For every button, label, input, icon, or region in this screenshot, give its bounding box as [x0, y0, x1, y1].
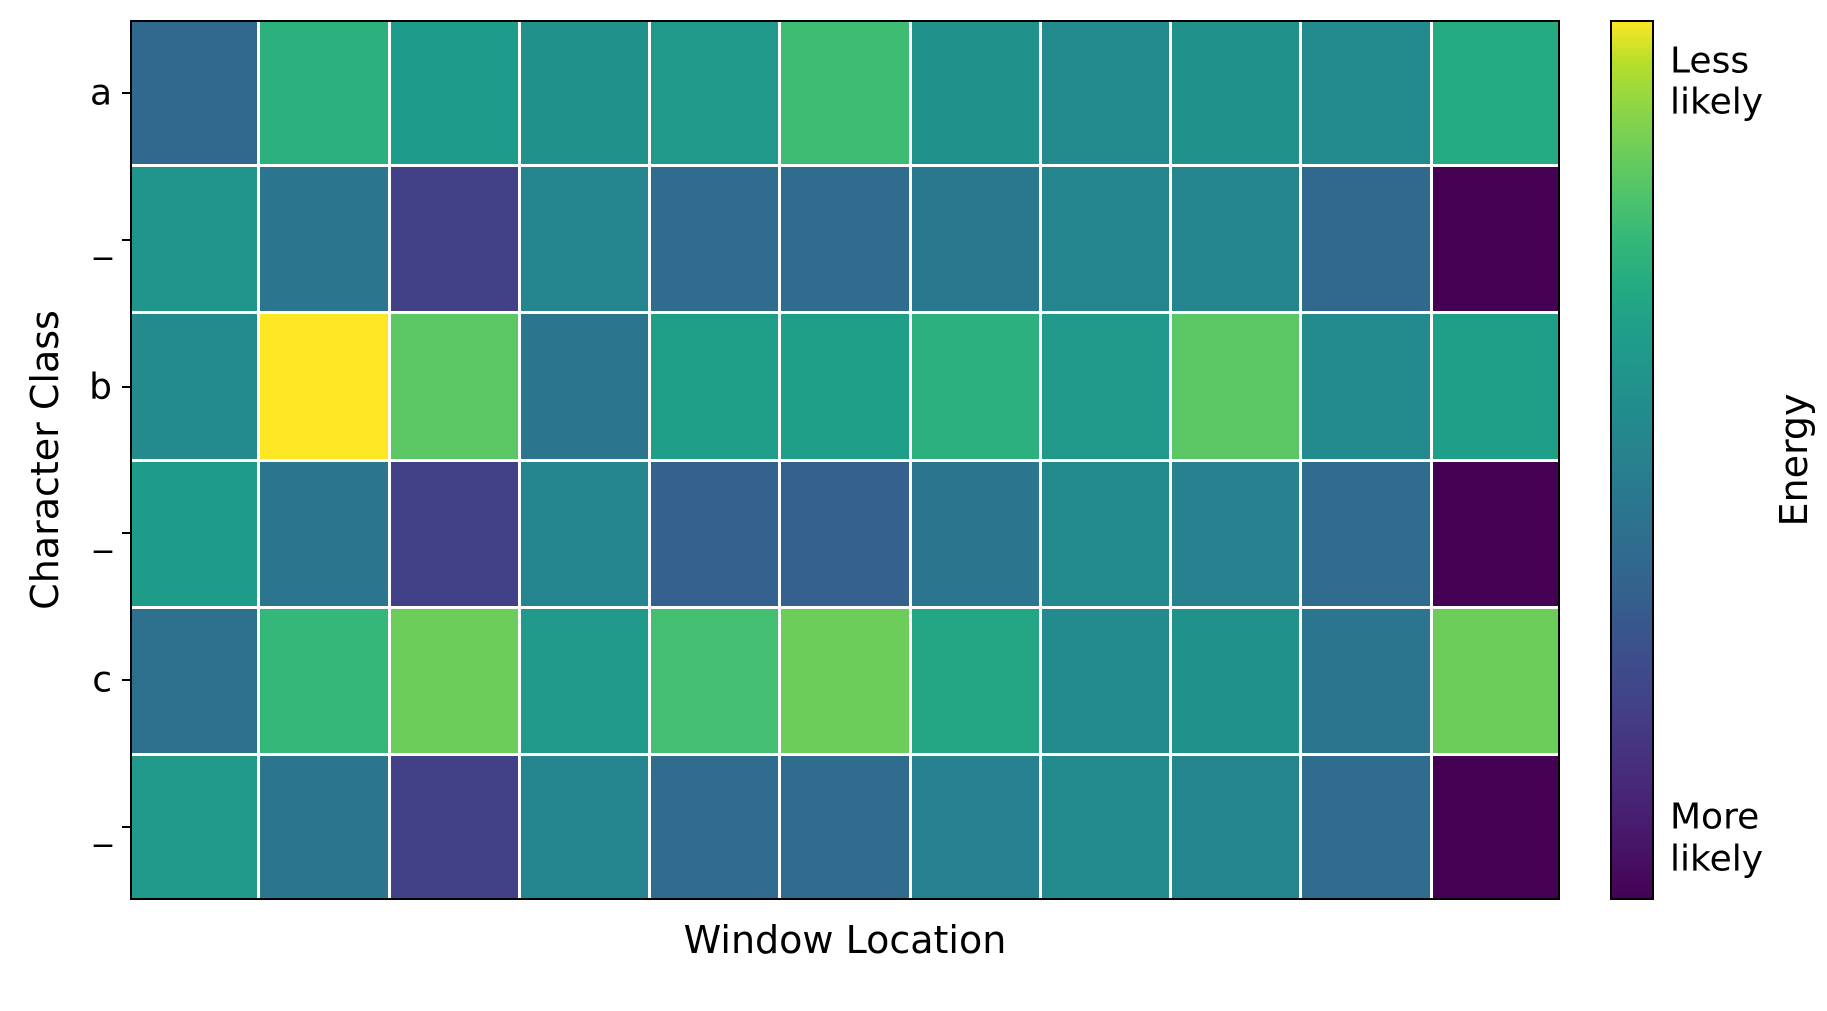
heatmap-cell — [521, 609, 648, 753]
colorbar — [1610, 20, 1654, 900]
y-tick-label: a — [90, 73, 112, 114]
heatmap-cell — [1302, 609, 1429, 753]
y-tick-mark — [122, 532, 130, 534]
heatmap-cell — [130, 20, 257, 164]
heatmap-cell — [521, 167, 648, 311]
heatmap-cell — [1042, 609, 1169, 753]
heatmap-cell — [1042, 20, 1169, 164]
heatmap-cell — [912, 756, 1039, 900]
heatmap-cell — [260, 462, 387, 606]
heatmap-cell — [521, 20, 648, 164]
heatmap-cell — [651, 756, 778, 900]
heatmap-cell — [1302, 167, 1429, 311]
heatmap-cell — [391, 609, 518, 753]
heatmap-cell — [260, 609, 387, 753]
heatmap-cell — [781, 167, 908, 311]
heatmap-cell — [651, 314, 778, 458]
heatmap-cell — [1172, 20, 1299, 164]
heatmap-cell — [391, 20, 518, 164]
heatmap-cell — [912, 167, 1039, 311]
y-tick-label: _ — [94, 513, 112, 554]
heatmap-cell — [1433, 462, 1560, 606]
heatmap-cell — [781, 609, 908, 753]
heatmap-cell — [1433, 756, 1560, 900]
heatmap-cell — [260, 167, 387, 311]
y-tick-mark — [122, 679, 130, 681]
heatmap-cell — [1302, 462, 1429, 606]
heatmap-cell — [781, 462, 908, 606]
heatmap-cell — [912, 609, 1039, 753]
heatmap-cell — [1042, 167, 1169, 311]
heatmap-cell — [1042, 314, 1169, 458]
heatmap-cell — [521, 756, 648, 900]
colorbar-gradient — [1610, 20, 1654, 900]
heatmap-cell — [1433, 20, 1560, 164]
heatmap-cell — [1172, 314, 1299, 458]
y-axis-label: Character Class — [23, 310, 67, 610]
colorbar-tick-label: More likely — [1670, 797, 1763, 880]
heatmap-cell — [1172, 462, 1299, 606]
heatmap-cell — [521, 314, 648, 458]
heatmap-cell — [651, 462, 778, 606]
heatmap-cell — [651, 167, 778, 311]
heatmap-cell — [1302, 20, 1429, 164]
heatmap-cell — [1433, 609, 1560, 753]
heatmap-cell — [912, 314, 1039, 458]
heatmap-cell — [651, 20, 778, 164]
heatmap-grid — [130, 20, 1560, 900]
heatmap-cell — [1042, 462, 1169, 606]
heatmap-cell — [130, 609, 257, 753]
y-tick-label: c — [92, 660, 112, 701]
heatmap-cell — [260, 314, 387, 458]
heatmap-cell — [391, 756, 518, 900]
heatmap-cell — [912, 462, 1039, 606]
heatmap-cell — [130, 314, 257, 458]
heatmap-cell — [391, 462, 518, 606]
heatmap-cell — [521, 462, 648, 606]
y-tick-mark — [122, 92, 130, 94]
heatmap-cell — [130, 462, 257, 606]
heatmap-cell — [781, 20, 908, 164]
heatmap-figure: a_b_c_ Character Class Window Location L… — [0, 0, 1827, 1011]
heatmap-cell — [391, 314, 518, 458]
heatmap-cell — [1433, 167, 1560, 311]
heatmap-cell — [781, 314, 908, 458]
heatmap-cell — [1172, 167, 1299, 311]
x-axis-label: Window Location — [684, 918, 1007, 962]
heatmap-cell — [130, 756, 257, 900]
heatmap-cell — [1172, 609, 1299, 753]
heatmap-cell — [781, 756, 908, 900]
y-tick-mark — [122, 826, 130, 828]
y-tick-label: _ — [94, 806, 112, 847]
heatmap-cell — [651, 609, 778, 753]
heatmap-cell — [260, 20, 387, 164]
heatmap-cell — [912, 20, 1039, 164]
heatmap-cell — [1433, 314, 1560, 458]
y-tick-label: b — [89, 366, 112, 407]
heatmap-cell — [1302, 756, 1429, 900]
colorbar-tick-label: Less likely — [1670, 40, 1763, 123]
heatmap-cell — [1302, 314, 1429, 458]
heatmap-cell — [1042, 756, 1169, 900]
heatmap-cell — [260, 756, 387, 900]
heatmap-cell — [130, 167, 257, 311]
y-tick-label: _ — [94, 220, 112, 261]
y-tick-mark — [122, 386, 130, 388]
colorbar-axis-label: Energy — [1772, 393, 1816, 526]
heatmap-cell — [391, 167, 518, 311]
heatmap-plot-area — [130, 20, 1560, 900]
heatmap-cell — [1172, 756, 1299, 900]
y-tick-mark — [122, 239, 130, 241]
